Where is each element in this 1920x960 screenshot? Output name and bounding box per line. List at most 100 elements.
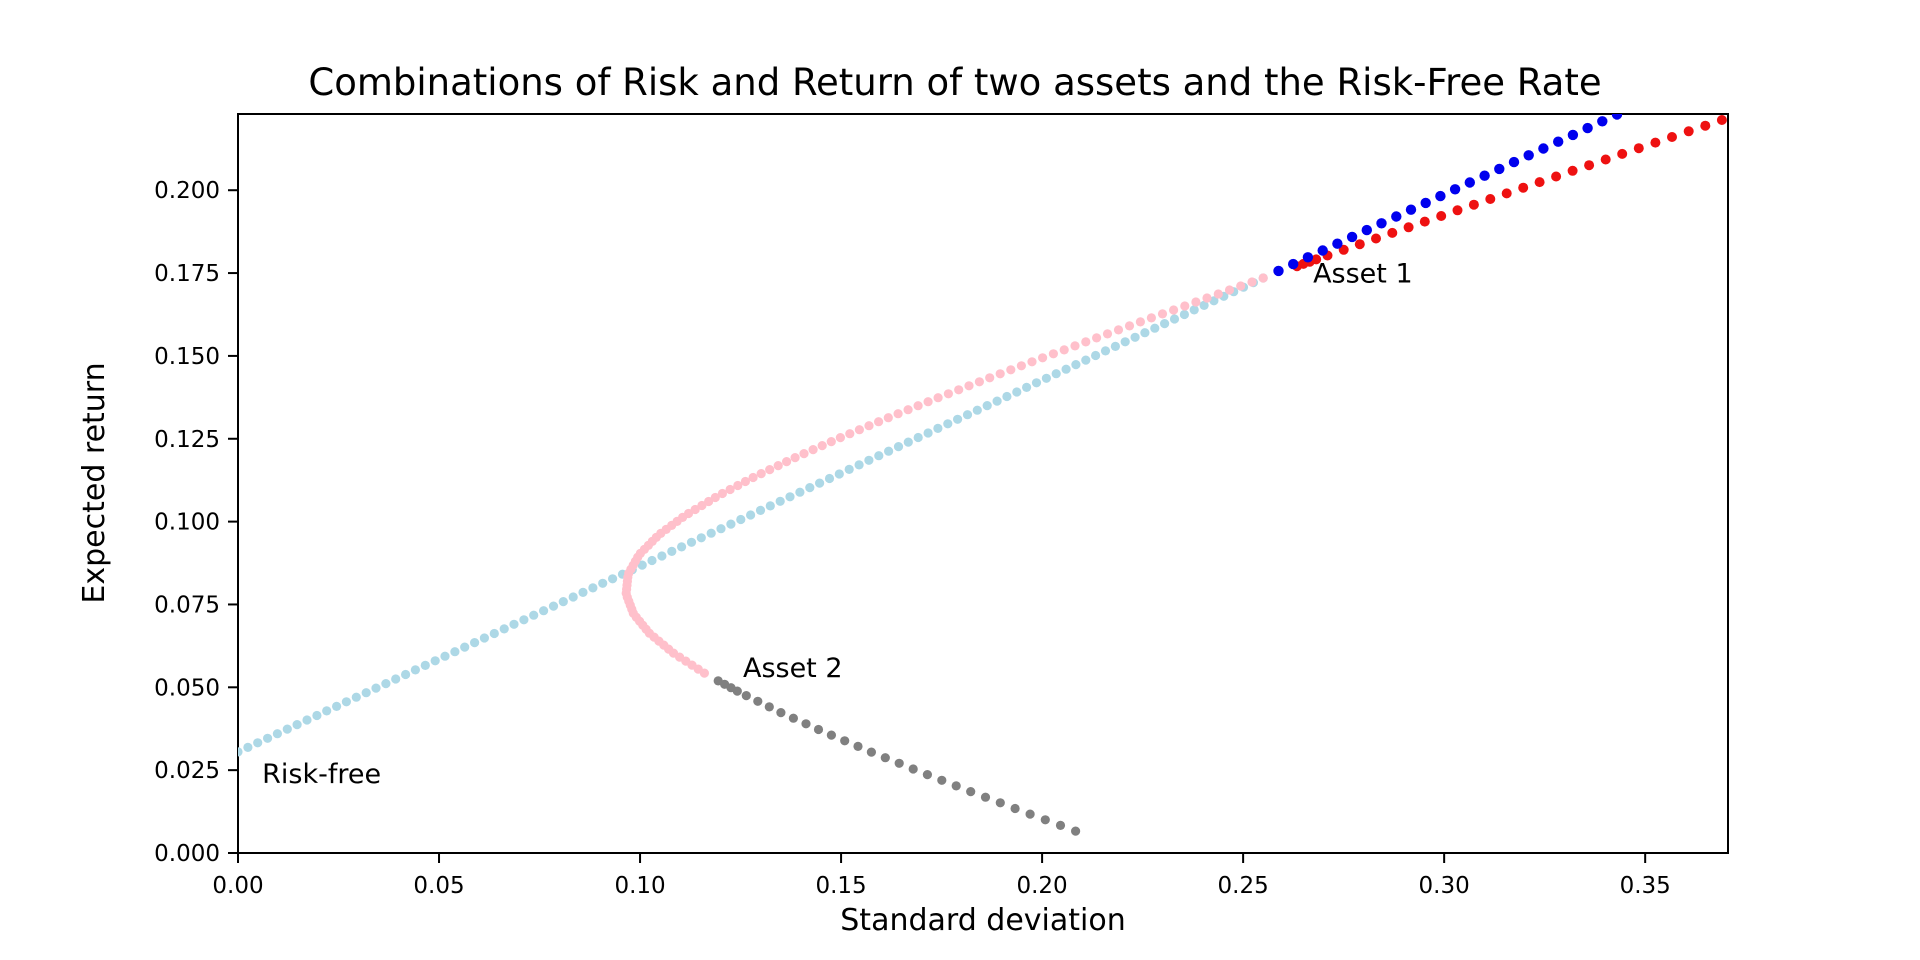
y-tick-label: 0.100 [154,510,220,536]
data-point [1582,122,1593,134]
data-point [381,679,391,689]
series-cal-borrowing [1273,114,1623,277]
data-point [913,401,923,411]
y-axis-label: Expected return [77,362,112,603]
data-point [1027,357,1037,367]
data-point [716,524,726,534]
data-point [1179,309,1189,320]
data-point [460,642,470,652]
data-point [1092,333,1102,343]
data-point [776,708,786,718]
data-point [853,741,863,752]
data-point [864,421,874,431]
data-point [834,469,844,479]
data-point [1567,165,1578,176]
data-point [1716,115,1727,125]
data-point [966,787,976,797]
data-point [733,480,743,491]
data-point [1376,218,1387,229]
y-tick-label: 0.150 [154,344,220,370]
data-point [732,686,742,696]
data-point [519,615,529,625]
data-point [1081,337,1091,347]
y-axis: 0.000 0.025 0.050 0.075 0.100 0.125 0.150 0.175… [154,178,238,867]
data-point [1553,136,1564,147]
x-tick-label: 0.25 [1218,873,1269,899]
data-point [1302,252,1314,263]
data-point [826,730,837,740]
data-point [922,770,933,780]
data-point [726,519,736,529]
data-point [985,373,995,383]
data-point [292,720,302,730]
data-point [1006,365,1016,375]
series-frontier-long [621,273,1268,678]
data-point [995,798,1005,808]
y-tick-label: 0.000 [154,841,220,867]
data-point [558,597,568,607]
data-point [1452,205,1463,216]
data-point [539,606,549,616]
data-point [1346,231,1358,243]
data-point [1224,285,1235,295]
data-point [864,455,874,465]
x-axis: 0.00 0.05 0.10 0.15 0.20 0.25 0.30 0.35 [212,853,1671,899]
data-point [272,729,282,739]
data-point [253,738,263,748]
data-point [908,764,918,774]
data-point [1247,277,1257,287]
data-point [943,389,954,399]
data-point [903,437,913,447]
x-tick-label: 0.10 [614,873,665,899]
data-point [1124,321,1135,331]
data-point [1071,360,1081,370]
data-point [489,628,499,639]
data-point [764,702,774,712]
data-point [1317,245,1328,256]
annotation-asset-2: Asset 2 [743,653,843,684]
data-point [1273,265,1284,277]
data-point [874,417,884,427]
data-point [1600,154,1611,165]
data-point [361,688,371,698]
data-point [933,393,943,403]
data-point [845,429,855,439]
data-point [1419,216,1430,227]
data-point [322,706,332,716]
data-point [1597,116,1608,127]
data-point [1169,314,1180,324]
data-point [782,457,792,467]
data-point [1494,163,1505,175]
data-point [801,719,811,729]
y-tick-label: 0.025 [154,758,220,784]
data-point [704,496,714,507]
data-point [1436,211,1447,221]
data-point [608,574,618,584]
data-point [391,674,401,684]
data-point [741,691,751,701]
data-point [470,638,480,648]
data-point [954,385,964,395]
series-layer [238,114,1727,836]
data-point [1405,204,1417,215]
y-tick-label: 0.050 [154,675,220,701]
data-point [1199,300,1209,310]
data-point [1288,258,1299,270]
y-tick-label: 0.075 [154,592,220,618]
data-point [677,542,687,552]
data-point [903,405,913,415]
data-point [943,419,953,429]
data-point [933,423,943,433]
data-point [1387,227,1398,238]
data-point [440,651,450,661]
data-point [884,446,894,456]
series-frontier-short-asset1 [713,676,1081,836]
data-point [1611,114,1623,120]
data-point [1110,341,1120,351]
data-point [548,601,559,611]
data-point [775,496,785,506]
y-tick-label: 0.200 [154,178,220,204]
data-point [953,414,963,424]
data-point [1523,150,1534,161]
